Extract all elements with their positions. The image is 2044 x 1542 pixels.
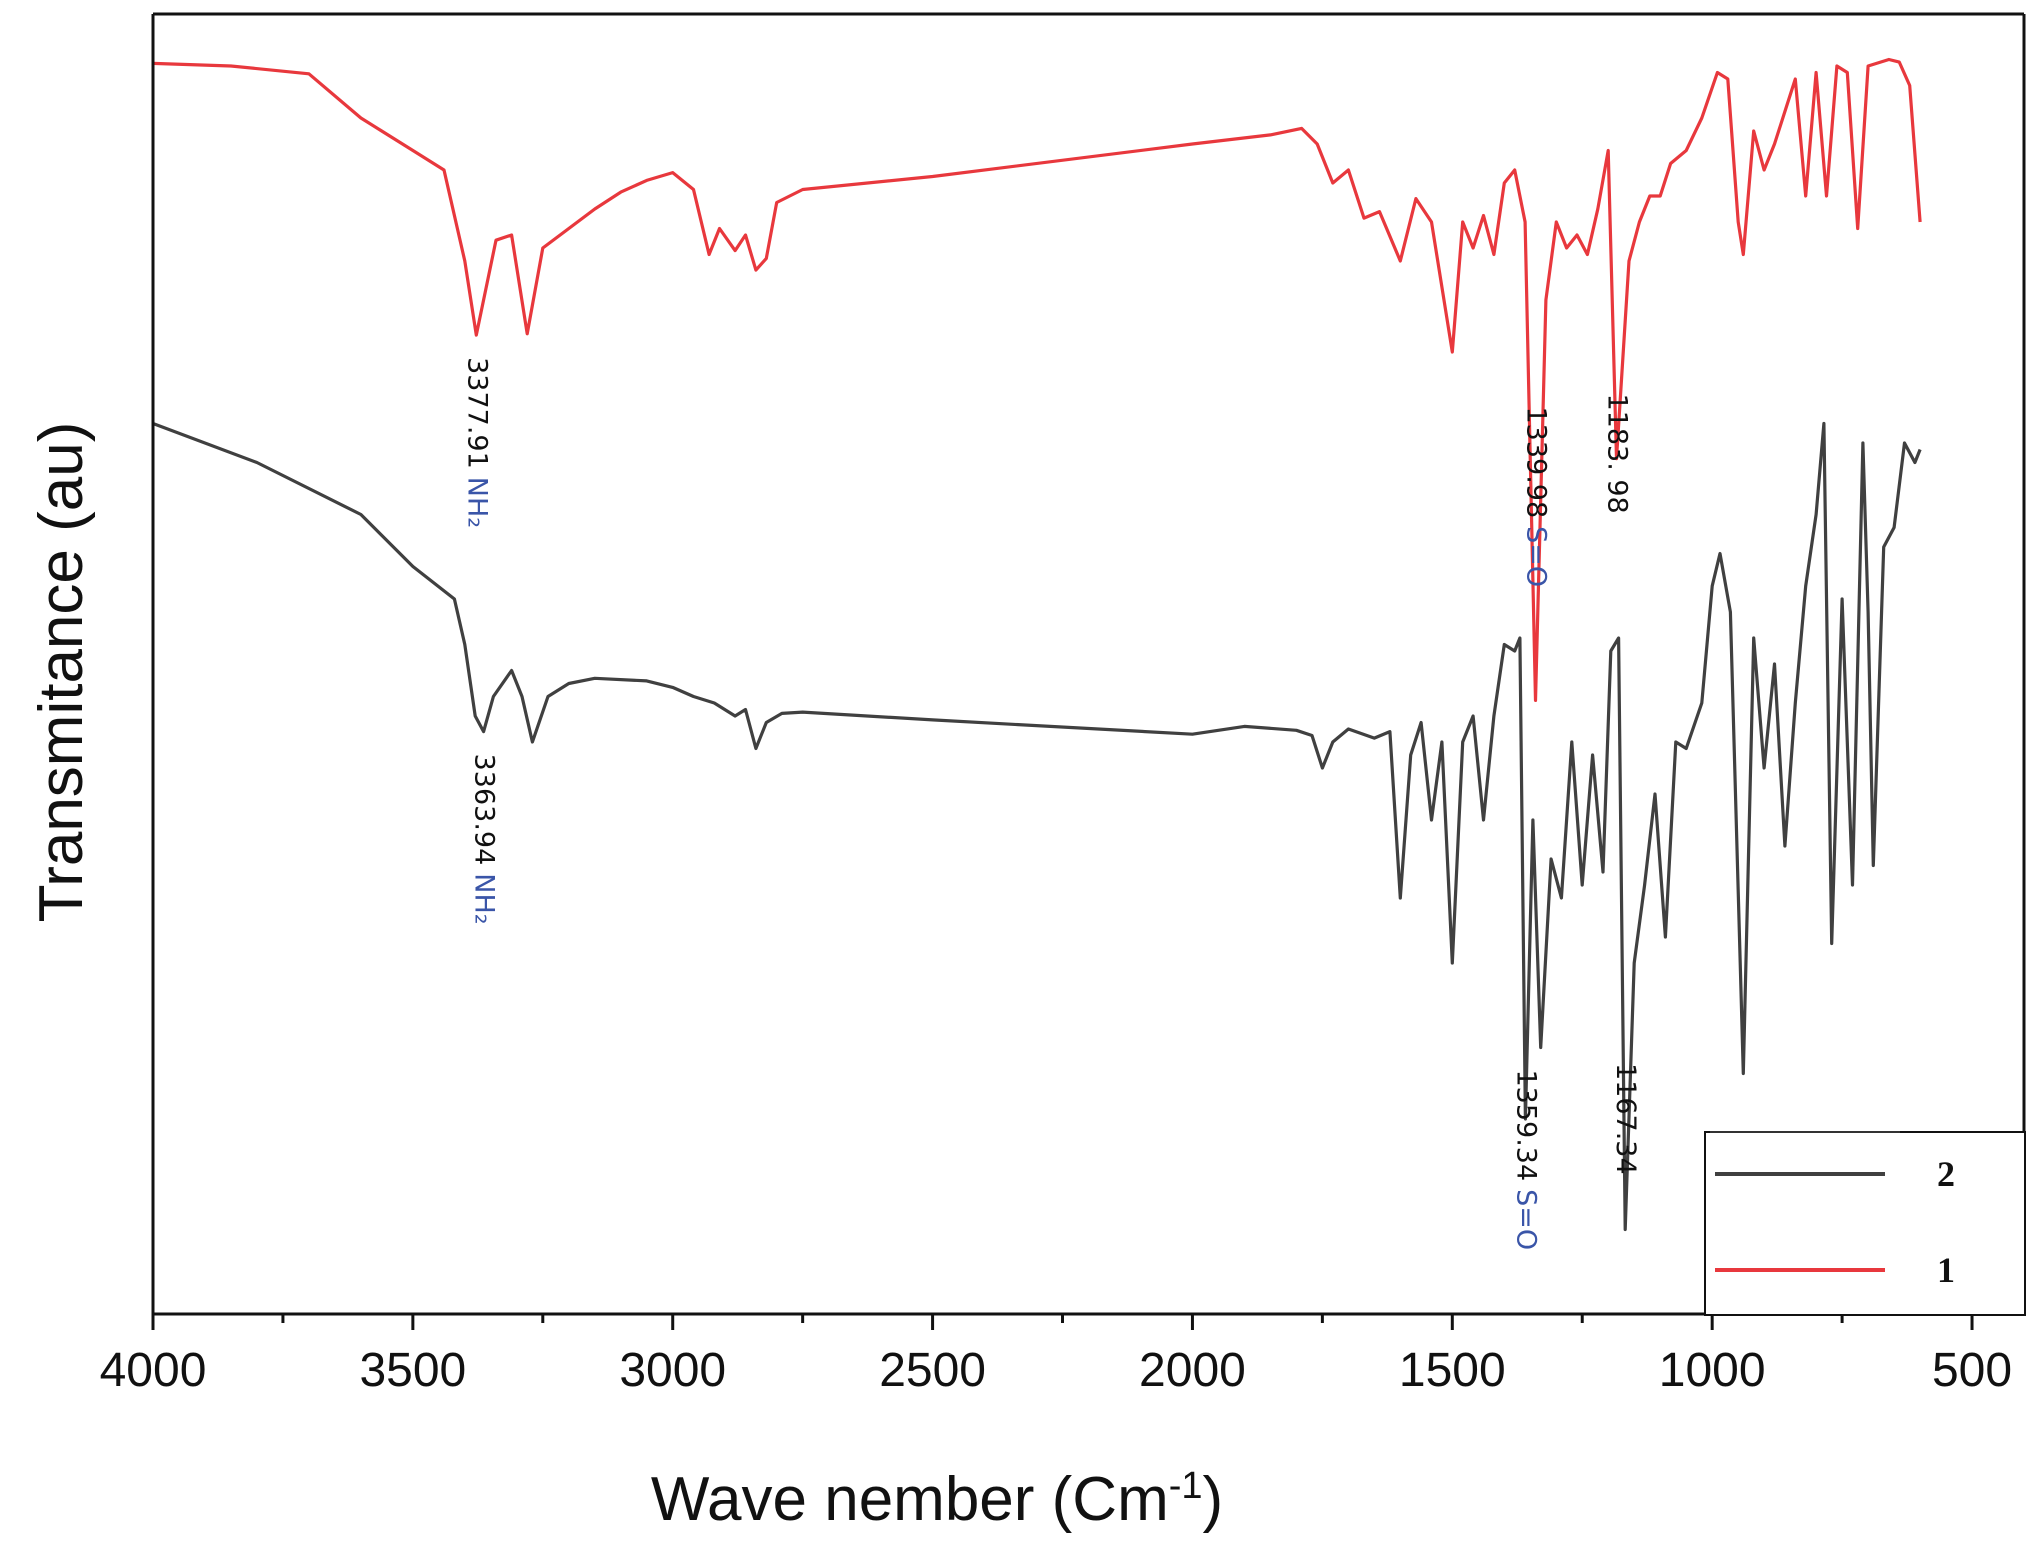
peak-annotation-3: 3363.94 NH₂ (469, 754, 500, 925)
x-axis-title: Wave nember (Cm-1) (651, 1465, 1223, 1534)
legend-label-2: 2 (1937, 1154, 1955, 1194)
x-tick-label-3000: 3000 (619, 1344, 726, 1397)
peak-wavenumber: 1359.34 (1510, 1070, 1541, 1182)
legend-box (1704, 1131, 2026, 1316)
x-tick-label-500: 500 (1932, 1344, 2012, 1397)
x-tick-label-1500: 1500 (1399, 1344, 1506, 1397)
peak-group: S=O (1510, 1189, 1541, 1250)
peak-group: NH₂ (461, 477, 492, 528)
peak-wavenumber: 1167.34 (1610, 1063, 1641, 1175)
x-axis-title-sup: -1 (1169, 1465, 1203, 1507)
peak-annotation-1: 1339.98 S=O (1521, 407, 1552, 588)
x-tick-label-1000: 1000 (1659, 1344, 1766, 1397)
series-line-1 (152, 57, 1922, 702)
peak-annotation-4: 1359.34 S=O (1510, 1070, 1541, 1251)
x-axis-title-end: ) (1203, 1465, 1224, 1534)
y-axis-title: Transmitance (au) (27, 422, 96, 923)
legend: 21 (1704, 1131, 2026, 1316)
peak-group: NH₂ (469, 873, 500, 924)
x-tick-label-3500: 3500 (359, 1344, 466, 1397)
peak-wavenumber: 3377.91 (461, 357, 492, 469)
legend-label-1: 1 (1937, 1250, 1955, 1290)
peak-annotation-0: 3377.91 NH₂ (461, 357, 492, 528)
peak-wavenumber: 1183. 98 (1602, 394, 1633, 514)
series-layer (152, 57, 1922, 1232)
axes: 4000 3500 3000 2500 2000 1500 1000 500 (100, 12, 2026, 1397)
peak-annotation-5: 1167.34 (1610, 1063, 1641, 1175)
x-tick-label-2500: 2500 (879, 1344, 986, 1397)
annotation-layer: 3377.91 NH₂ 1339.98 S=O 1183. 98 3363.94 NH₂ 13… (461, 357, 1641, 1250)
peak-wavenumber: 1339.98 (1521, 407, 1552, 519)
peak-annotation-2: 1183. 98 (1602, 394, 1633, 514)
x-axis-title-main: Wave nember (Cm (651, 1465, 1169, 1534)
peak-wavenumber: 3363.94 (469, 754, 500, 866)
x-tick-label-2000: 2000 (1139, 1344, 1246, 1397)
peak-group: S=O (1521, 526, 1552, 587)
x-tick-label-4000: 4000 (100, 1344, 207, 1397)
series-line-2 (152, 421, 1922, 1232)
